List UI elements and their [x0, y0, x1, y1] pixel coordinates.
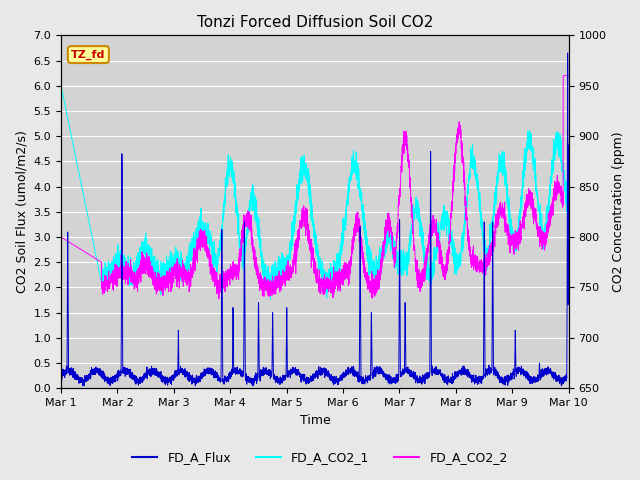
Y-axis label: CO2 Concentration (ppm): CO2 Concentration (ppm)	[612, 132, 625, 292]
Y-axis label: CO2 Soil Flux (umol/m2/s): CO2 Soil Flux (umol/m2/s)	[15, 131, 28, 293]
Title: Tonzi Forced Diffusion Soil CO2: Tonzi Forced Diffusion Soil CO2	[196, 15, 433, 30]
Legend: FD_A_Flux, FD_A_CO2_1, FD_A_CO2_2: FD_A_Flux, FD_A_CO2_1, FD_A_CO2_2	[127, 446, 513, 469]
X-axis label: Time: Time	[300, 414, 330, 427]
Text: TZ_fd: TZ_fd	[71, 49, 106, 60]
